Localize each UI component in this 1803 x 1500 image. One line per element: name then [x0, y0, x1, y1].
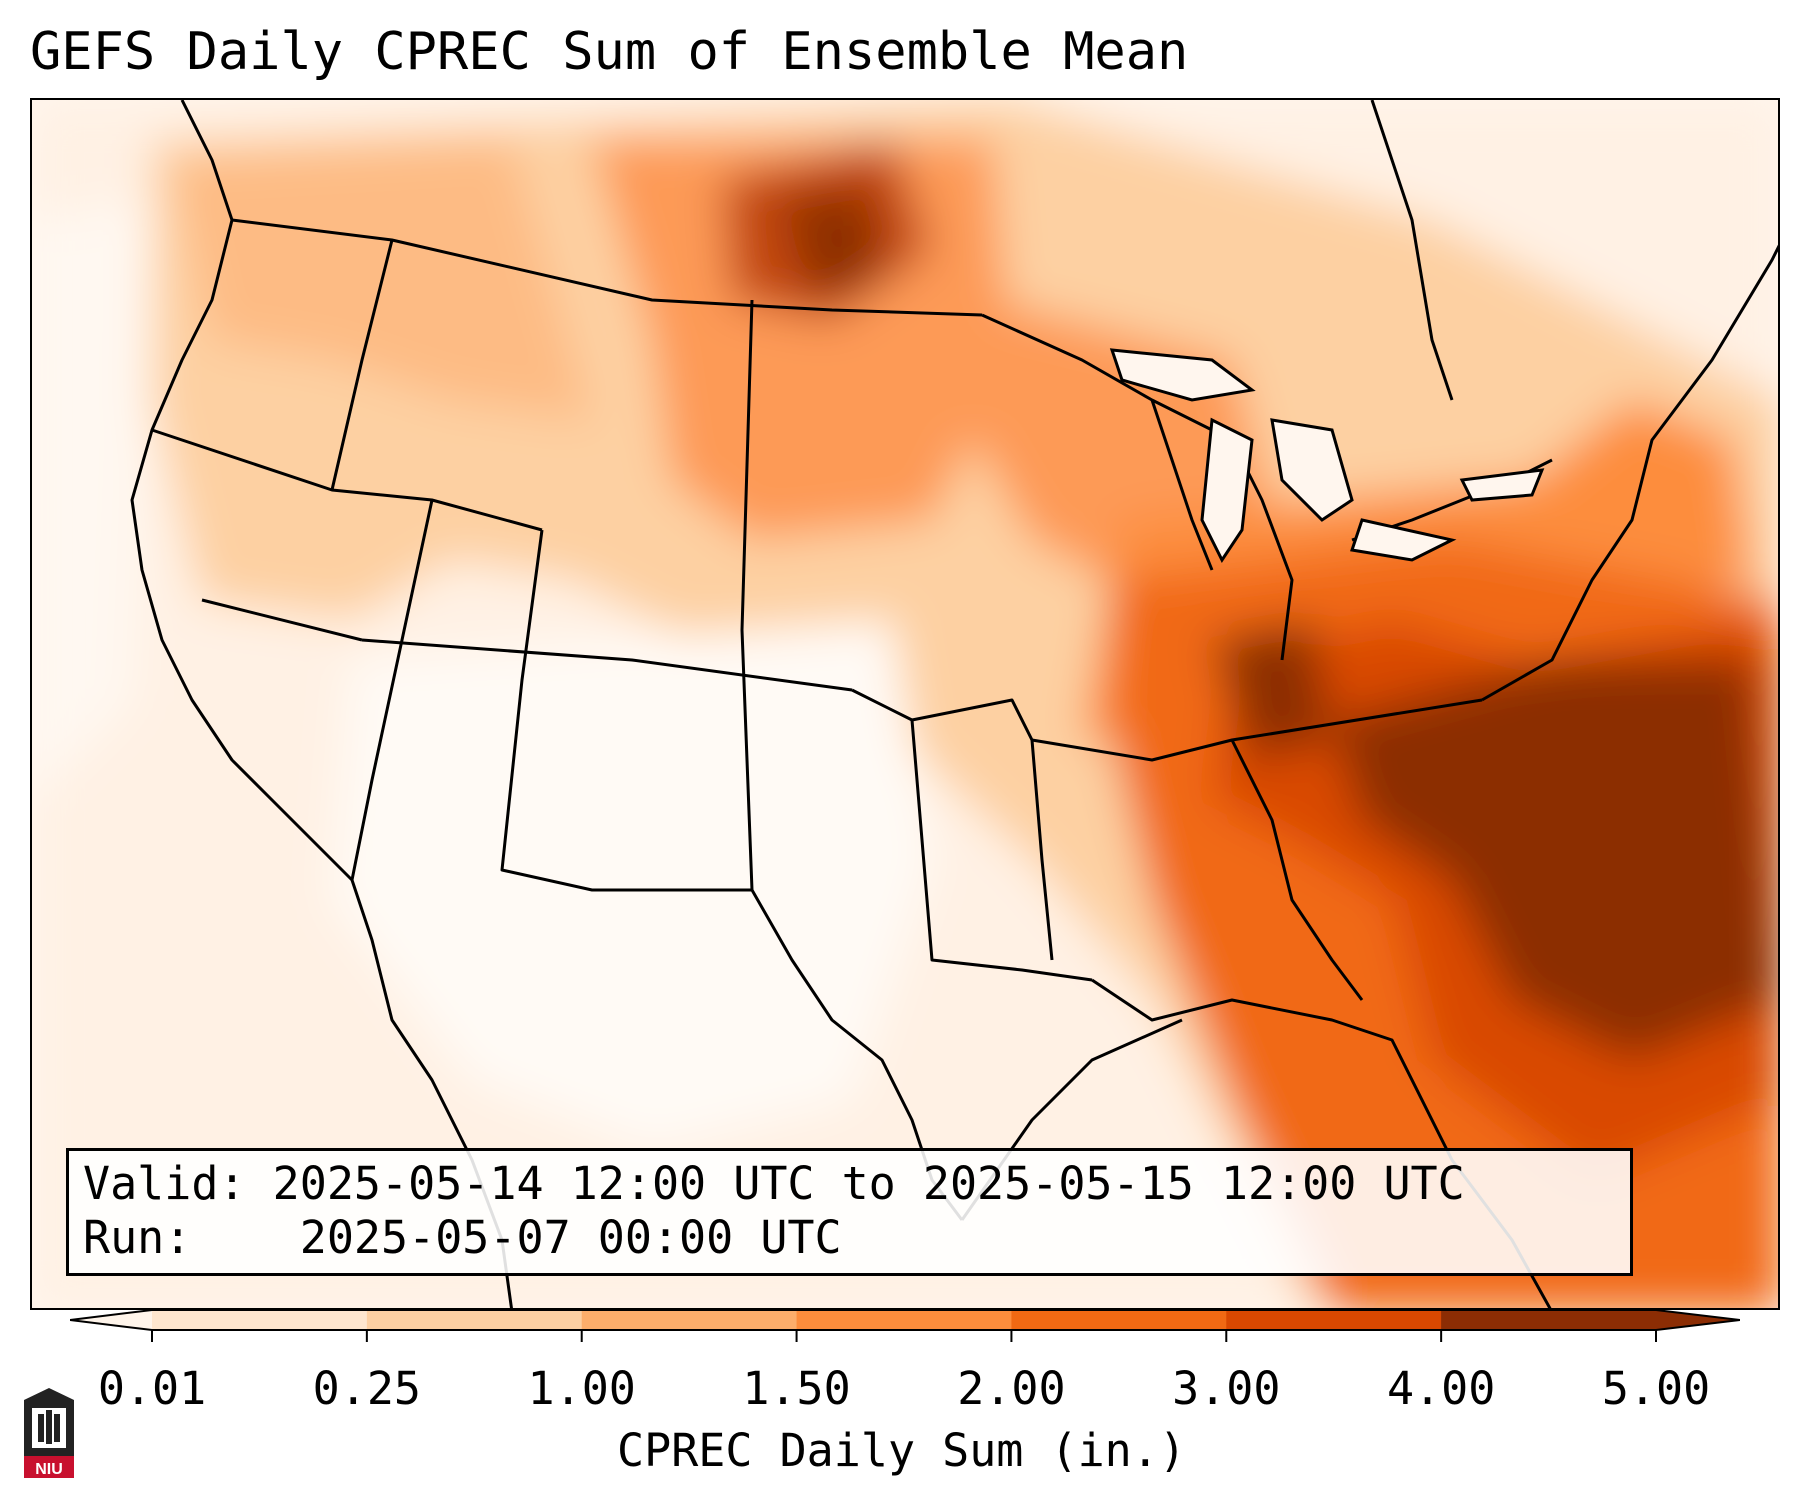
run-label: Run:	[83, 1211, 192, 1264]
valid-label: Valid:	[83, 1157, 246, 1210]
colorbar-tick-label: 4.00	[1386, 1362, 1496, 1415]
colorbar-label: CPREC Daily Sum (in.)	[617, 1424, 1186, 1477]
colorbar	[70, 1310, 1740, 1342]
niu-logo: NIU	[24, 1388, 74, 1478]
colorbar-segment	[796, 1310, 1012, 1330]
colorbar-segment	[1226, 1310, 1442, 1330]
precip-field	[32, 100, 1778, 1308]
colorbar-tick-label: 0.25	[312, 1362, 422, 1415]
valid-row: Valid: 2025-05-14 12:00 UTC to 2025-05-1…	[83, 1157, 1630, 1211]
precipitation-map	[30, 98, 1780, 1310]
colorbar-segment	[366, 1310, 583, 1330]
run-row: Run: 2025-05-07 00:00 UTC	[83, 1211, 1630, 1265]
great-lakes	[1109, 348, 1545, 563]
colorbar-tick-label: 5.00	[1601, 1362, 1711, 1415]
colorbar-extend-low	[70, 1310, 152, 1330]
colorbar-tick-label: 0.01	[97, 1362, 207, 1415]
colorbar-tick-label: 2.00	[957, 1362, 1066, 1415]
colorbar-segment	[1011, 1310, 1227, 1330]
colorbar-tick-label: 1.50	[742, 1362, 851, 1415]
map-title: GEFS Daily CPREC Sum of Ensemble Mean	[30, 22, 1189, 82]
colorbar-extend-high	[1656, 1310, 1740, 1330]
colorbar-segment	[152, 1310, 368, 1330]
colorbar-segment	[581, 1310, 798, 1330]
colorbar-tick-label: 3.00	[1172, 1362, 1281, 1415]
svg-text:NIU: NIU	[35, 1461, 63, 1478]
colorbar-segment	[1441, 1310, 1657, 1330]
colorbar-tick-label: 1.00	[527, 1362, 636, 1415]
valid-value: 2025-05-14 12:00 UTC to 2025-05-15 12:00…	[272, 1157, 1465, 1210]
run-value: 2025-05-07 00:00 UTC	[299, 1211, 842, 1264]
state-borders	[130, 100, 1778, 1308]
valid-run-info-box: Valid: 2025-05-14 12:00 UTC to 2025-05-1…	[66, 1148, 1633, 1276]
